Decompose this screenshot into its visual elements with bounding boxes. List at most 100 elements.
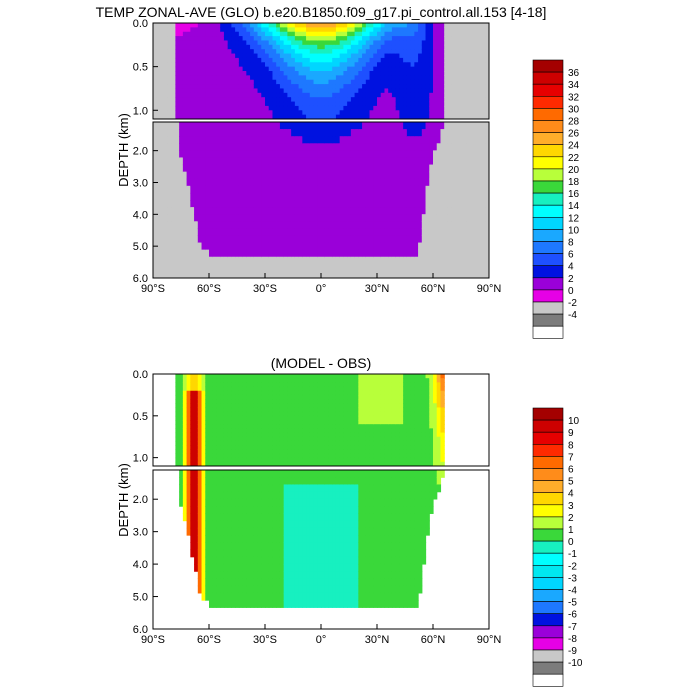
temperature-cell — [440, 57, 445, 63]
temperature-cell — [317, 53, 322, 59]
temperature-cell — [298, 75, 303, 81]
temperature-cell — [440, 150, 445, 159]
bias-cell — [227, 432, 232, 438]
temperature-cell — [470, 88, 475, 94]
bias-cell — [291, 432, 296, 438]
temperature-cell — [253, 200, 259, 208]
temperature-cell — [276, 62, 281, 68]
temperature-cell — [309, 27, 315, 33]
temperature-cell — [395, 84, 400, 90]
temperature-cell — [179, 192, 184, 201]
temperature-cell — [216, 84, 221, 90]
temperature-cell — [328, 97, 333, 103]
bias-cell — [328, 440, 333, 446]
temperature-cell — [481, 256, 486, 265]
bias-cell — [209, 424, 214, 429]
bias-cell — [276, 374, 281, 379]
temperature-cell — [399, 88, 404, 94]
temperature-cell — [283, 92, 288, 98]
temperature-cell — [451, 207, 456, 215]
temperature-cell — [153, 71, 158, 76]
temperature-cell — [272, 27, 277, 33]
temperature-cell — [291, 192, 296, 201]
temperature-cell — [321, 97, 326, 103]
bias-cell — [339, 399, 344, 404]
temperature-cell — [388, 157, 393, 166]
temperature-cell — [418, 143, 423, 151]
temperature-cell — [477, 143, 483, 151]
temperature-cell — [410, 75, 415, 81]
bias-cell — [179, 424, 184, 429]
temperature-cell — [470, 228, 475, 237]
temperature-cell — [373, 23, 378, 28]
bias-cell — [272, 415, 277, 421]
temperature-cell — [418, 235, 423, 244]
temperature-cell — [294, 171, 300, 180]
bias-cell — [212, 394, 218, 400]
temperature-cell — [335, 150, 341, 159]
temperature-cell — [302, 71, 307, 76]
bias-cell — [294, 449, 300, 455]
temperature-cell — [265, 263, 270, 272]
temperature-cell — [332, 53, 337, 59]
temperature-cell — [436, 200, 442, 208]
bias-cell — [179, 449, 184, 455]
temperature-cell — [328, 150, 333, 159]
bias-cell — [321, 382, 326, 388]
temperature-cell — [466, 221, 471, 229]
temperature-cell — [317, 110, 322, 116]
temperature-cell — [261, 164, 266, 173]
temperature-cell — [451, 23, 456, 28]
temperature-cell — [223, 75, 229, 81]
temperature-cell — [216, 270, 221, 278]
temperature-cell — [444, 66, 449, 72]
temperature-cell — [328, 49, 333, 55]
temperature-cell — [276, 101, 281, 107]
temperature-cell — [276, 263, 281, 272]
bias-cell — [190, 407, 195, 413]
temperature-cell — [279, 92, 285, 98]
temperature-cell — [440, 207, 445, 215]
temperature-cell — [235, 171, 240, 180]
temperature-cell — [257, 84, 262, 90]
temperature-cell — [377, 249, 382, 258]
temperature-cell — [395, 129, 400, 137]
bias-cell — [175, 374, 180, 379]
temperature-cell — [358, 242, 363, 251]
temperature-cell — [283, 31, 288, 37]
temperature-cell — [388, 214, 393, 222]
temperature-cell — [216, 27, 221, 33]
temperature-cell — [455, 143, 460, 151]
temperature-cell — [406, 62, 412, 68]
temperature-cell — [220, 221, 225, 229]
temperature-cell — [179, 57, 184, 63]
temperature-cell — [362, 101, 367, 107]
bias-cell — [332, 453, 337, 459]
temperature-cell — [406, 263, 412, 272]
temperature-cell — [418, 62, 423, 68]
temperature-cell — [302, 207, 307, 215]
temperature-cell — [350, 129, 356, 137]
bias-cell — [343, 440, 348, 446]
bias-cell — [223, 394, 229, 400]
bias-cell — [186, 424, 191, 429]
temperature-cell — [369, 122, 374, 130]
temperature-cell — [201, 49, 206, 55]
temperature-cell — [153, 49, 158, 55]
temperature-cell — [291, 75, 296, 81]
temperature-cell — [197, 84, 203, 90]
temperature-cell — [455, 150, 460, 159]
temperature-cell — [220, 36, 225, 42]
temperature-cell — [485, 221, 489, 229]
bias-cell — [197, 432, 203, 438]
temperature-cell — [347, 114, 352, 119]
temperature-cell — [384, 36, 389, 42]
bias-cell — [265, 445, 270, 450]
temperature-cell — [328, 249, 333, 258]
temperature-cell — [309, 164, 315, 173]
temperature-cell — [332, 23, 337, 28]
temperature-cell — [313, 66, 318, 72]
temperature-cell — [410, 31, 415, 37]
bias-cell — [235, 403, 240, 409]
temperature-cell — [235, 75, 240, 81]
